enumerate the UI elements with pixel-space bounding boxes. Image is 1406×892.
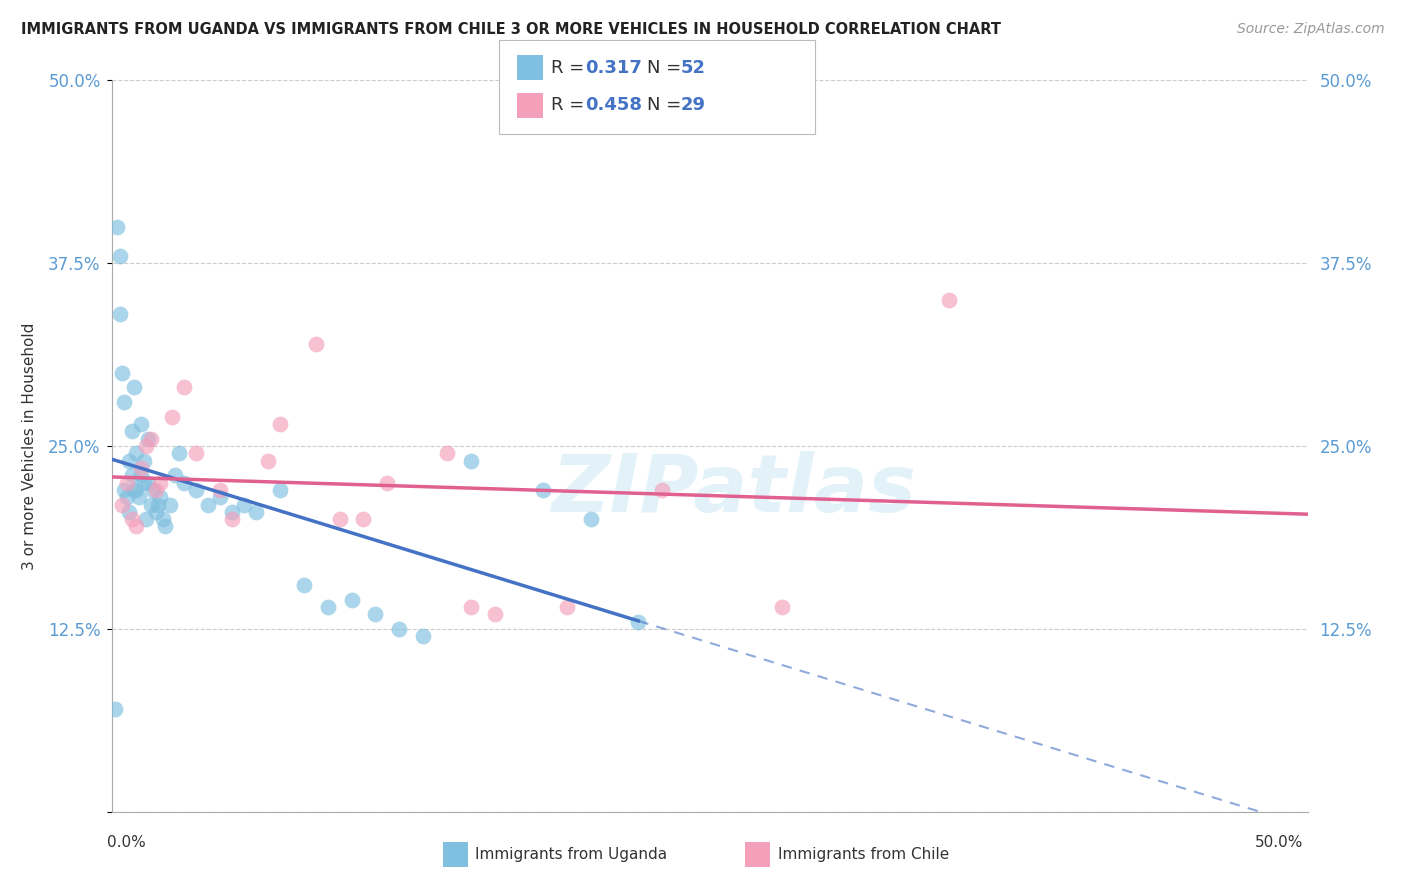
Text: Source: ZipAtlas.com: Source: ZipAtlas.com bbox=[1237, 22, 1385, 37]
Point bbox=[460, 453, 482, 467]
Point bbox=[118, 453, 141, 467]
Point bbox=[162, 409, 183, 424]
Point bbox=[197, 498, 219, 512]
Point bbox=[121, 425, 143, 439]
Point bbox=[122, 380, 145, 394]
Point bbox=[108, 249, 131, 263]
Point bbox=[269, 417, 291, 431]
Point bbox=[115, 475, 138, 490]
Point bbox=[186, 446, 208, 460]
Text: Immigrants from Chile: Immigrants from Chile bbox=[778, 847, 949, 862]
Point bbox=[125, 519, 148, 533]
Point bbox=[364, 607, 387, 622]
Point bbox=[651, 483, 673, 497]
Text: ZIPatlas: ZIPatlas bbox=[551, 450, 917, 529]
Point bbox=[114, 483, 135, 497]
Point bbox=[145, 505, 167, 519]
Point bbox=[531, 483, 554, 497]
Point bbox=[125, 446, 148, 460]
Point bbox=[128, 490, 150, 504]
Point bbox=[627, 615, 650, 629]
Point bbox=[233, 498, 256, 512]
Point bbox=[938, 293, 960, 307]
Point bbox=[118, 505, 141, 519]
Point bbox=[105, 219, 128, 234]
Point bbox=[186, 483, 208, 497]
Point bbox=[122, 483, 145, 497]
Point bbox=[135, 512, 157, 526]
Point bbox=[173, 475, 195, 490]
Point bbox=[340, 592, 363, 607]
Point bbox=[221, 512, 243, 526]
Point bbox=[111, 366, 134, 380]
Point bbox=[163, 468, 186, 483]
Point bbox=[146, 498, 169, 512]
Point bbox=[460, 599, 482, 614]
Point bbox=[138, 475, 160, 490]
Point bbox=[104, 702, 127, 716]
Point bbox=[132, 475, 155, 490]
Text: IMMIGRANTS FROM UGANDA VS IMMIGRANTS FROM CHILE 3 OR MORE VEHICLES IN HOUSEHOLD : IMMIGRANTS FROM UGANDA VS IMMIGRANTS FRO… bbox=[21, 22, 1001, 37]
Text: R =: R = bbox=[551, 59, 591, 77]
Point bbox=[292, 578, 315, 592]
Point bbox=[114, 395, 135, 409]
Point bbox=[135, 439, 157, 453]
Point bbox=[353, 512, 375, 526]
Point bbox=[221, 505, 243, 519]
Point bbox=[159, 498, 181, 512]
Point bbox=[149, 475, 172, 490]
Point bbox=[209, 490, 232, 504]
Text: 52: 52 bbox=[681, 59, 706, 77]
Point bbox=[132, 453, 155, 467]
Point bbox=[129, 417, 152, 431]
Point bbox=[149, 490, 172, 504]
Point bbox=[121, 512, 143, 526]
Point bbox=[484, 607, 506, 622]
Point bbox=[257, 453, 280, 467]
Text: N =: N = bbox=[647, 59, 686, 77]
Point bbox=[579, 512, 602, 526]
Point bbox=[436, 446, 458, 460]
Point bbox=[129, 461, 152, 475]
Text: Immigrants from Uganda: Immigrants from Uganda bbox=[475, 847, 668, 862]
Point bbox=[138, 432, 160, 446]
Text: R =: R = bbox=[551, 96, 591, 114]
Point bbox=[555, 599, 578, 614]
Point bbox=[139, 498, 162, 512]
Text: 50.0%: 50.0% bbox=[1256, 836, 1303, 850]
Point bbox=[145, 483, 167, 497]
Text: 0.317: 0.317 bbox=[585, 59, 641, 77]
Point bbox=[305, 336, 328, 351]
Point bbox=[412, 629, 434, 643]
Point bbox=[316, 599, 339, 614]
Point bbox=[121, 468, 143, 483]
Text: N =: N = bbox=[647, 96, 686, 114]
Point bbox=[115, 490, 138, 504]
Point bbox=[142, 483, 165, 497]
Text: 29: 29 bbox=[681, 96, 706, 114]
Text: 0.458: 0.458 bbox=[585, 96, 643, 114]
Point bbox=[153, 519, 176, 533]
Point bbox=[108, 307, 131, 321]
Point bbox=[245, 505, 267, 519]
Point bbox=[125, 483, 148, 497]
Point bbox=[111, 498, 134, 512]
Point bbox=[129, 468, 152, 483]
Point bbox=[388, 622, 411, 636]
Point bbox=[152, 512, 174, 526]
Point bbox=[209, 483, 232, 497]
Point bbox=[269, 483, 291, 497]
Point bbox=[169, 446, 191, 460]
Point bbox=[770, 599, 793, 614]
Point bbox=[329, 512, 352, 526]
Text: 0.0%: 0.0% bbox=[107, 836, 146, 850]
Y-axis label: 3 or more Vehicles in Household: 3 or more Vehicles in Household bbox=[22, 322, 37, 570]
Point bbox=[173, 380, 195, 394]
Point bbox=[377, 475, 399, 490]
Point bbox=[139, 432, 162, 446]
